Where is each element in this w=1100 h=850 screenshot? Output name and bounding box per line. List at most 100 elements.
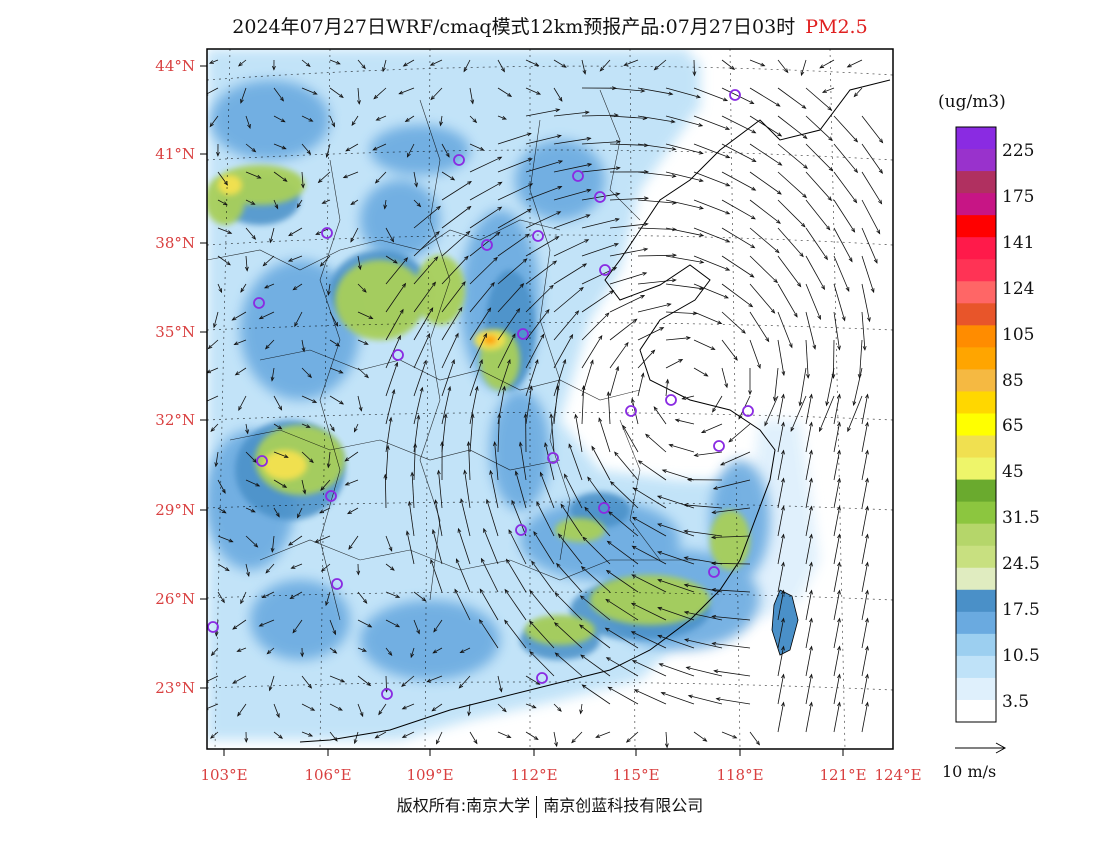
wind-arrow (327, 283, 331, 295)
wind-arrow (581, 114, 618, 117)
wind-arrowhead (598, 417, 603, 423)
wind-arrow (833, 534, 840, 565)
colorbar-swatch (956, 127, 996, 150)
wind-arrowhead (454, 588, 459, 594)
wind-arrowhead (683, 529, 689, 534)
wind-arrow (519, 442, 527, 481)
wind-arrowhead (692, 71, 697, 77)
wind-arrow (861, 562, 868, 593)
wind-arrow (441, 333, 459, 369)
wind-arrow (259, 619, 275, 627)
wind-arrowhead (519, 283, 525, 288)
wind-arrowhead (498, 687, 503, 693)
wind-arrow (568, 444, 583, 481)
wind-arrowhead (828, 166, 834, 172)
wind-arrow (288, 535, 303, 546)
wind-arrow (469, 231, 500, 257)
wind-arrow (688, 695, 723, 705)
wind-arrow (665, 731, 668, 748)
wind-arrow (469, 359, 483, 397)
wind-arrowhead (606, 391, 611, 396)
wind-arrowhead (426, 678, 432, 683)
wind-arrow (833, 394, 840, 425)
wind-arrow (861, 590, 868, 621)
wind-arrowhead (683, 556, 689, 561)
wind-arrow (207, 87, 219, 95)
footer-right: 南京创蓝科技有限公司 (543, 796, 704, 815)
wind-arrow (861, 227, 878, 264)
lon-label: 118°E (716, 766, 764, 784)
wind-arrow (861, 674, 868, 705)
wind-arrow (693, 171, 730, 187)
lon-label: 115°E (612, 766, 660, 784)
wind-arrowhead (287, 258, 293, 262)
wind-arrow (344, 451, 359, 462)
wind-arrowhead (837, 645, 841, 651)
wind-arrow (403, 59, 415, 67)
wind-arrowhead (342, 174, 348, 179)
wind-arrowhead (310, 707, 316, 711)
wind-arrow (357, 59, 366, 69)
wind-arrowhead (457, 527, 462, 533)
wind-arrow (357, 703, 364, 717)
colorbar (956, 127, 996, 723)
wind-arrowhead (325, 152, 330, 158)
wind-arrow (441, 256, 469, 285)
wind-arrow (833, 450, 840, 481)
wind-arrow (805, 394, 812, 425)
wind-arrow (504, 589, 527, 621)
wind-arrow (402, 731, 415, 738)
wind-arrow (777, 143, 808, 169)
city-marker (742, 405, 754, 417)
wind-arrow (721, 227, 755, 249)
wind-arrow (265, 339, 275, 349)
wind-arrow (553, 287, 584, 313)
wind-arrow (665, 87, 701, 98)
wind-arrow (325, 591, 331, 606)
wind-arrowhead (278, 405, 283, 411)
wind-arrow (497, 258, 527, 285)
wind-arrowhead (784, 68, 789, 74)
wind-arrowhead (314, 539, 320, 543)
city-markers (207, 89, 754, 700)
wind-arrow (438, 470, 443, 509)
wind-arrow (861, 255, 875, 293)
wind-arrowhead (505, 558, 510, 564)
wind-arrowhead (781, 645, 785, 651)
wind-arrowhead (302, 489, 307, 495)
wind-arrow (301, 423, 310, 428)
wind-arrow (217, 591, 225, 603)
city-marker (325, 490, 337, 502)
wind-arrow (571, 731, 583, 743)
colorbar-label: 85 (1002, 371, 1024, 391)
wind-arrow (595, 731, 611, 738)
wind-arrowhead (666, 303, 672, 307)
colorbar-swatch (956, 237, 996, 260)
wind-arrowhead (378, 710, 383, 716)
wind-arrowhead (710, 561, 716, 566)
wind-arrowhead (774, 248, 780, 254)
wind-arrow (385, 445, 389, 481)
wind-arrow (607, 392, 611, 425)
wind-arrow (301, 703, 315, 711)
wind-arrow (819, 395, 835, 432)
wind-arrowhead (751, 186, 757, 191)
wind-arrow (413, 360, 427, 397)
wind-arrowhead (382, 67, 386, 73)
wind-arrow (384, 199, 387, 209)
wind-arrow (833, 506, 840, 537)
wind-arrow (662, 469, 695, 481)
wind-arrow (749, 283, 775, 314)
wind-arrowhead (345, 147, 351, 152)
wind-arrowhead (801, 222, 806, 228)
wind-arrow (665, 359, 683, 369)
wind-arrowhead (447, 385, 452, 391)
wind-arrowhead (837, 477, 841, 483)
wind-arrowhead (347, 510, 352, 515)
wind-arrowhead (643, 247, 649, 252)
wind-arrowhead (320, 567, 326, 572)
wind-arrow (385, 535, 393, 552)
wind-arrowhead (256, 174, 262, 179)
wind-arrow (805, 311, 816, 349)
wind-arrow (354, 423, 359, 432)
